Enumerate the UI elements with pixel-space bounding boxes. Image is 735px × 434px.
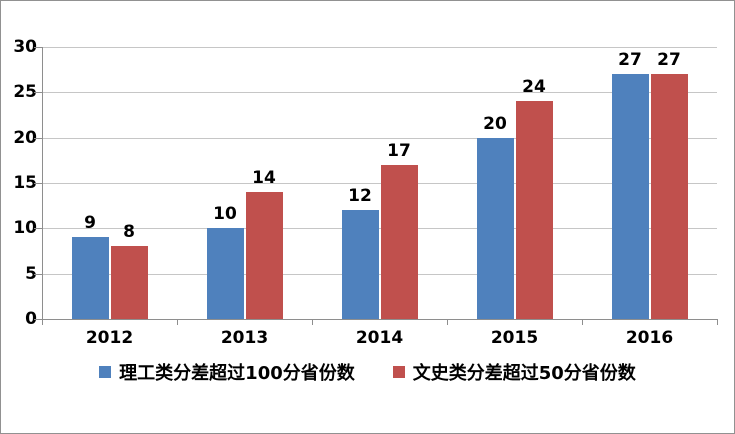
y-tick-label: 10 bbox=[13, 218, 37, 239]
y-tick-5 bbox=[34, 273, 42, 275]
x-tick bbox=[42, 319, 43, 325]
y-tick-20 bbox=[34, 137, 42, 139]
x-tick bbox=[582, 319, 583, 325]
bar-value-label: 20 bbox=[483, 113, 507, 134]
bar-2013-series-0 bbox=[206, 228, 244, 319]
bar-2016-series-0 bbox=[611, 74, 649, 319]
bar-value-label: 12 bbox=[348, 186, 372, 207]
y-tick-15 bbox=[34, 183, 42, 184]
bar-value-label: 24 bbox=[522, 77, 546, 98]
y-tick-label: 30 bbox=[13, 37, 37, 57]
bar-2012-series-1 bbox=[110, 246, 148, 319]
legend-swatch-icon bbox=[99, 366, 112, 378]
legend-item-series-1: 文史类分差超过50分省份数 bbox=[392, 359, 636, 385]
x-tick bbox=[447, 319, 448, 325]
bar-value-label: 10 bbox=[213, 204, 237, 225]
y-tick-label: 5 bbox=[25, 263, 37, 284]
y-tick-label: 15 bbox=[13, 173, 37, 193]
plot-area bbox=[42, 47, 717, 320]
gridline-y-5 bbox=[42, 273, 717, 275]
bar-value-label: 27 bbox=[657, 50, 681, 71]
bar-2012-series-0 bbox=[71, 237, 109, 319]
bar-value-label: 14 bbox=[252, 168, 276, 189]
x-category-label: 2014 bbox=[355, 328, 404, 348]
bar-2016-series-1 bbox=[650, 74, 688, 319]
legend-label: 理工类分差超过100分省份数 bbox=[119, 363, 355, 384]
legend-label: 文史类分差超过50分省份数 bbox=[412, 363, 636, 384]
x-category-label: 2015 bbox=[490, 328, 539, 348]
y-tick-25 bbox=[34, 92, 42, 94]
bar-value-label: 17 bbox=[387, 140, 411, 161]
x-tick bbox=[717, 319, 718, 325]
y-tick-10 bbox=[34, 228, 42, 230]
gridline-y-10 bbox=[42, 228, 717, 230]
y-tick-label: 25 bbox=[13, 82, 37, 103]
y-tick-label: 20 bbox=[13, 127, 37, 148]
bar-2013-series-1 bbox=[245, 192, 283, 319]
bar-value-label: 8 bbox=[123, 222, 135, 243]
x-tick bbox=[312, 319, 313, 325]
bar-2015-series-0 bbox=[476, 137, 514, 319]
legend-item-series-0: 理工类分差超过100分省份数 bbox=[99, 359, 355, 385]
y-tick-0 bbox=[34, 319, 42, 320]
x-axis-line bbox=[42, 319, 717, 320]
bar-2014-series-0 bbox=[341, 210, 379, 319]
bar-2015-series-1 bbox=[515, 101, 553, 319]
x-category-label: 2012 bbox=[85, 328, 134, 348]
y-tick-label: 0 bbox=[25, 309, 37, 329]
y-axis-line bbox=[42, 47, 43, 319]
y-tick-30 bbox=[34, 47, 42, 48]
bar-value-label: 9 bbox=[84, 213, 96, 234]
gridline-y-25 bbox=[42, 92, 717, 94]
chart-legend: 理工类分差超过100分省份数 文史类分差超过50分省份数 bbox=[1, 359, 734, 385]
gridline-y-15 bbox=[42, 183, 717, 184]
bar-2014-series-1 bbox=[380, 164, 418, 319]
bar-value-label: 27 bbox=[618, 50, 642, 71]
legend-swatch-icon bbox=[392, 366, 405, 378]
gridline-y-20 bbox=[42, 137, 717, 139]
gridline-y-30 bbox=[42, 47, 717, 48]
x-category-label: 2013 bbox=[220, 328, 269, 348]
x-category-label: 2016 bbox=[625, 328, 674, 348]
x-tick bbox=[177, 319, 178, 325]
